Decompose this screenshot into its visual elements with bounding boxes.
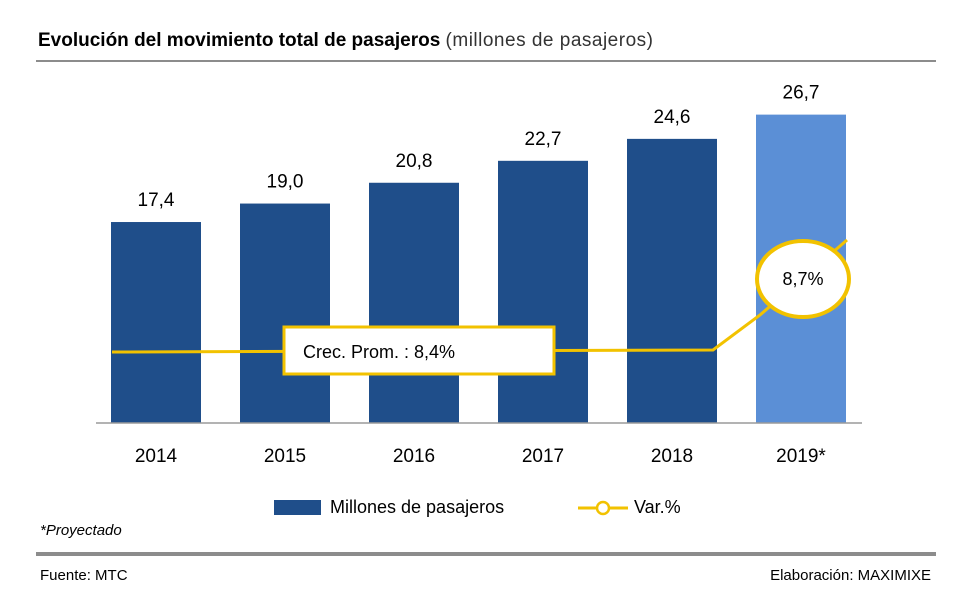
legend-line-marker xyxy=(595,500,611,516)
legend-bar-label: Millones de pasajeros xyxy=(330,497,504,517)
value-label-2015: 19,0 xyxy=(267,172,304,193)
value-label-2014: 17,4 xyxy=(138,190,175,211)
category-label-2016: 2016 xyxy=(393,446,435,467)
category-label-2019-proj: 2019* xyxy=(776,446,826,467)
value-label-2017: 22,7 xyxy=(525,129,562,150)
category-label-2018: 2018 xyxy=(651,446,693,467)
avg-growth-label: Crec. Prom. : 8,4% xyxy=(303,342,455,362)
value-label-2016: 20,8 xyxy=(396,151,433,172)
category-label-2017: 2017 xyxy=(522,446,564,467)
chart-title-main: Evolución del movimiento total de pasaje… xyxy=(38,30,441,51)
var-2019-label: 8,7% xyxy=(782,269,823,289)
chart-title-sub: (millones de pasajeros) xyxy=(445,30,654,51)
source-label: Fuente: MTC xyxy=(40,567,128,584)
category-label-2015: 2015 xyxy=(264,446,306,467)
bar-2018 xyxy=(627,138,717,423)
bar-2017 xyxy=(498,160,588,423)
bar-2015 xyxy=(240,203,330,423)
bar-2014 xyxy=(111,222,201,423)
var-2019-circle xyxy=(755,239,851,319)
value-label-2018: 24,6 xyxy=(654,107,691,128)
legend-bar-swatch xyxy=(274,500,321,515)
category-label-2014: 2014 xyxy=(135,446,178,467)
chart-title: Evolución del movimiento total de pasaje… xyxy=(38,30,653,52)
bar-2016 xyxy=(369,182,459,423)
bottom-divider xyxy=(36,552,936,556)
legend-line-label: Var.% xyxy=(634,497,681,517)
footnote: *Proyectado xyxy=(40,522,122,539)
top-divider xyxy=(36,60,936,62)
credit-label: Elaboración: MAXIMIXE xyxy=(770,567,931,584)
avg-growth-box xyxy=(282,325,556,376)
value-label-2019-proj: 26,7 xyxy=(783,83,820,104)
